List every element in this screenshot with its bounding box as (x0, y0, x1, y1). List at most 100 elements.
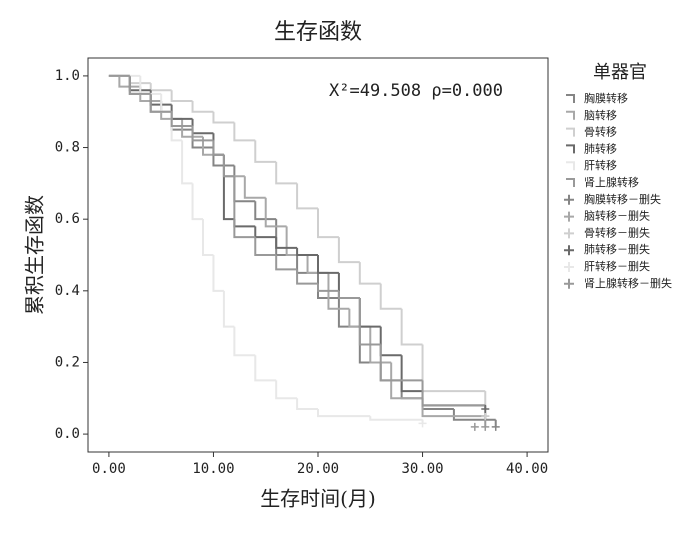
x-axis-label: 生存时间(月) (260, 487, 376, 511)
survival-step (327, 272, 350, 310)
y-tick-label: 0.6 (55, 211, 80, 227)
y-axis-label: 累积生存函数 (23, 195, 47, 315)
legend-swatch (566, 110, 575, 120)
survival-step (191, 100, 214, 113)
survival-step (337, 272, 360, 299)
y-tick-label: 1.0 (55, 68, 80, 84)
survival-step (254, 226, 277, 239)
legend-label: 肾上腺转移 (584, 175, 639, 189)
y-tick-label: 0.0 (55, 426, 80, 442)
survival-step (212, 111, 235, 124)
survival-step (222, 154, 235, 221)
survival-step (390, 362, 423, 400)
survival-step (400, 308, 423, 346)
legend-swatch (564, 211, 574, 222)
legend-title: 单器官 (593, 62, 647, 83)
survival-step (254, 201, 277, 221)
survival-step (181, 140, 193, 185)
legend-label: 肝转移 (584, 158, 617, 172)
survival-step (317, 409, 371, 418)
survival-step (212, 255, 224, 292)
survival-step (233, 219, 256, 228)
x-tick-label: 40.00 (506, 461, 548, 477)
y-tick-label: 0.2 (55, 354, 80, 370)
survival-step (379, 344, 423, 382)
x-tick-label: 10.00 (192, 461, 234, 477)
survival-step (254, 355, 277, 382)
survival-step (452, 409, 496, 421)
survival-step (317, 255, 339, 274)
survival-step (337, 237, 360, 264)
survival-step (170, 104, 193, 120)
survival-step (337, 290, 360, 299)
survival-step (358, 297, 381, 346)
x-tick-label: 0.00 (92, 461, 126, 477)
survival-step (149, 93, 172, 113)
legend-swatch (566, 178, 575, 187)
survival-step (317, 272, 339, 299)
survival-step (296, 269, 318, 285)
survival-step (233, 326, 256, 357)
legend-label: 胸膜转移 (584, 91, 628, 105)
survival-step (254, 140, 277, 163)
survival-step (254, 237, 277, 256)
legend-swatch (566, 161, 575, 171)
legend-label: 胸膜转移－删失 (584, 192, 661, 206)
survival-step (212, 133, 224, 156)
legend-label: 肝转移－删失 (584, 259, 650, 273)
survival-step (181, 118, 203, 138)
censor-mark (481, 405, 490, 414)
survival-step (379, 326, 402, 357)
survival-step (317, 283, 339, 292)
survival-step (118, 75, 141, 88)
censor-mark (418, 419, 427, 428)
survival-step (222, 154, 235, 178)
survival-step (222, 290, 235, 328)
survival-step (296, 183, 318, 210)
legend-swatch (564, 228, 574, 239)
survival-step (421, 391, 486, 407)
survival-step (369, 326, 392, 364)
survival-step (191, 126, 214, 142)
survival-step (243, 176, 266, 199)
survival-step (421, 398, 454, 411)
legend-label: 骨转移－删失 (584, 225, 650, 239)
legend-swatch (566, 144, 575, 154)
survival-step (400, 380, 423, 400)
survival-step (400, 355, 423, 393)
survival-step (191, 118, 214, 135)
survival-step (128, 75, 151, 95)
survival-step (358, 262, 381, 285)
legend-label: 脑转移－删失 (584, 209, 650, 223)
legend-swatch (564, 278, 574, 289)
censor-mark (491, 422, 500, 431)
x-tick-label: 30.00 (401, 461, 443, 477)
legend-swatch (564, 262, 574, 272)
annotation: X²=49.508 ρ=0.000 (329, 81, 503, 101)
survival-step (191, 183, 203, 221)
censor-mark (470, 422, 479, 431)
survival-step (170, 90, 193, 102)
survival-step (421, 380, 486, 407)
survival-step (296, 398, 318, 411)
survival-step (233, 176, 256, 239)
censor-mark (481, 412, 490, 421)
survival-step (275, 255, 298, 271)
legend-swatch (564, 245, 574, 256)
x-tick-label: 20.00 (297, 461, 339, 477)
censor-mark (481, 422, 490, 431)
survival-step (264, 197, 287, 228)
survival-step (275, 380, 298, 400)
survival-step (275, 237, 298, 249)
survival-step (212, 140, 224, 156)
survival-step (369, 416, 423, 421)
survival-step (149, 83, 172, 92)
survival-step (379, 283, 402, 310)
survival-step (275, 161, 298, 185)
chart-title: 生存函数 (274, 20, 362, 45)
legend-label: 肾上腺转移－删失 (584, 276, 672, 290)
survival-step (170, 111, 193, 128)
legend-swatch (566, 127, 575, 137)
survival-step (296, 247, 318, 256)
